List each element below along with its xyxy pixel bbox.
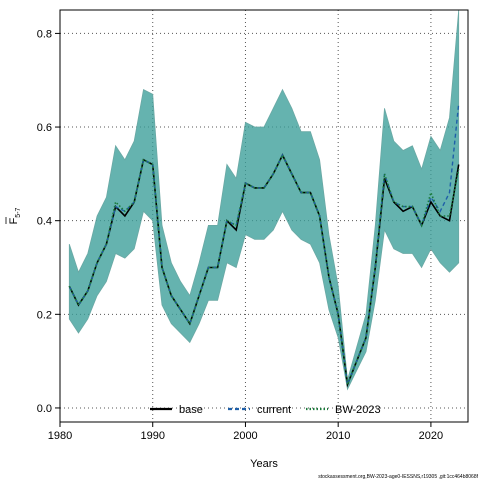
y-tick-label-0.6: 0.6	[37, 122, 52, 134]
series-line-bw-2023	[68, 153, 460, 388]
y-tick-label-0.4: 0.4	[37, 216, 52, 228]
legend-label-base: base	[179, 404, 203, 416]
y-axis: 0.0 0.2 0.4 0.6 0.8	[37, 28, 60, 415]
y-tick-label-0.8: 0.8	[37, 28, 52, 40]
legend: base current BW-2023	[150, 404, 381, 416]
footer-text: stockassessment.org,BW-2023-age0-IESSNS,…	[318, 474, 478, 480]
y-tick-label-0: 0.0	[37, 403, 52, 415]
x-tick-label-1980: 1980	[48, 430, 72, 442]
x-tick-label-2010: 2010	[326, 430, 350, 442]
y-axis-title: F5-7	[5, 207, 22, 224]
svg-text:F5-7: F5-7	[8, 207, 22, 224]
x-tick-label-1990: 1990	[140, 430, 164, 442]
y-axis-title-sub: 5-7	[15, 207, 22, 217]
legend-label-bw-2023: BW-2023	[335, 404, 381, 416]
plot-frame	[59, 9, 469, 423]
x-axis: 1980 1990 2000 2010 2020	[48, 422, 443, 442]
x-axis-title: Years	[250, 458, 278, 470]
x-tick-label-2020: 2020	[419, 430, 443, 442]
confidence-bands	[68, 10, 460, 391]
series-lines	[68, 103, 460, 388]
x-tick-label-2000: 2000	[233, 430, 257, 442]
legend-label-current: current	[257, 404, 291, 416]
y-axis-title-main: F	[8, 217, 20, 224]
y-tick-label-0.2: 0.2	[37, 309, 52, 321]
confidence-band	[68, 10, 460, 391]
